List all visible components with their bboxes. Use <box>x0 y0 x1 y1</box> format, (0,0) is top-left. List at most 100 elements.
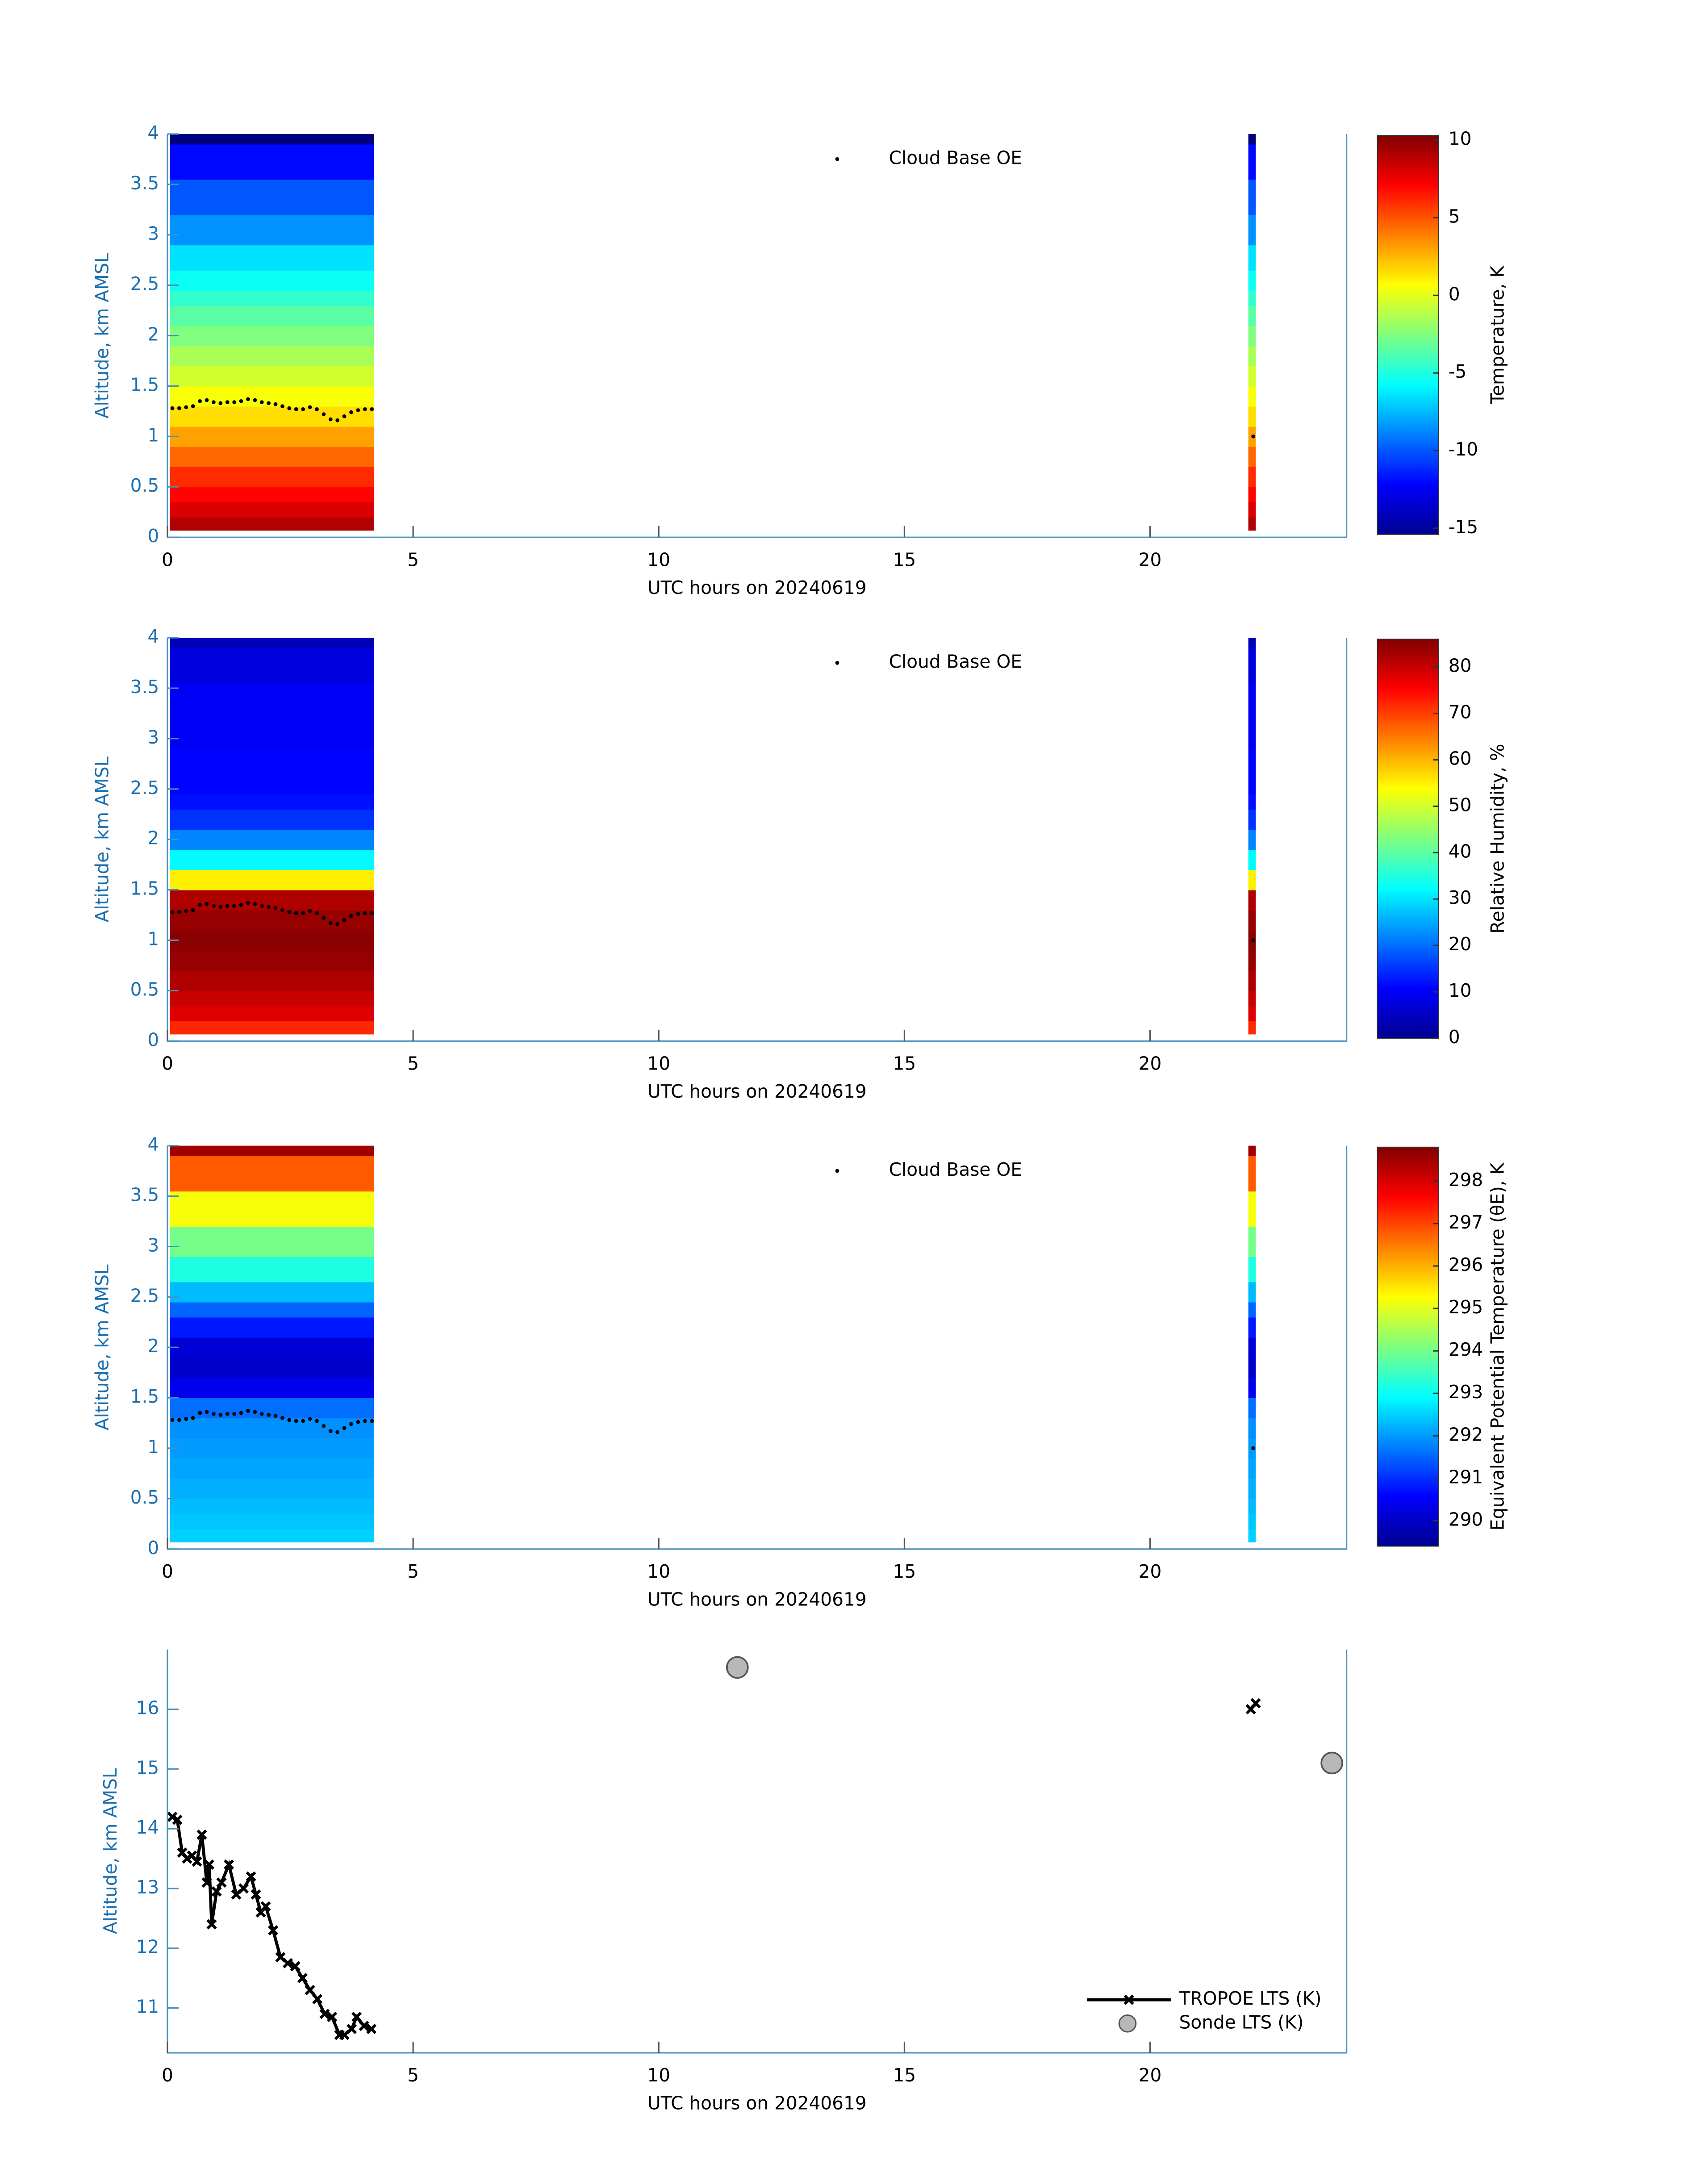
heat-cell <box>1248 1529 1256 1542</box>
colorbar-tick-label: 50 <box>1449 794 1472 815</box>
heat-cell <box>1248 849 1256 870</box>
cloud-base-point <box>184 1417 188 1421</box>
heat-cell <box>1248 1256 1256 1283</box>
x-marker <box>327 2012 338 2022</box>
cloud-base-point <box>225 904 230 908</box>
cloud-base-point <box>280 1416 284 1420</box>
cloud-base-point <box>267 401 271 405</box>
heat-cell <box>1248 794 1256 810</box>
y-tick-label: 3 <box>147 727 159 748</box>
x-marker <box>204 1859 215 1870</box>
cloud-base-point <box>246 901 250 905</box>
y-tick-label: 3.5 <box>130 1184 159 1206</box>
heat-cell <box>170 910 374 931</box>
y-tick-label: 15 <box>136 1757 159 1778</box>
cloud-base-point <box>342 1426 347 1430</box>
cloud-base-point <box>267 1413 271 1417</box>
heat-cell <box>1248 214 1256 246</box>
cloud-base-point <box>205 902 209 906</box>
heat-cell <box>170 1156 374 1192</box>
heat-cell <box>1248 683 1256 719</box>
colorbar-tick-label: 290 <box>1449 1508 1483 1530</box>
heat-cell <box>1248 245 1256 271</box>
cloud-base-point <box>356 408 360 413</box>
x-marker <box>312 1993 323 2005</box>
heat-cell <box>1248 487 1256 503</box>
cloud-base-point <box>253 902 257 906</box>
colorbar-tick-label: 0 <box>1449 283 1460 305</box>
y-tick-label: 4 <box>147 626 159 647</box>
cloud-base-point <box>287 1418 292 1422</box>
y-axis-label: Altitude, km AMSL <box>100 1768 121 1934</box>
heat-cell <box>170 1398 374 1419</box>
heat-cell <box>170 1302 374 1318</box>
cloud-base-point <box>184 405 188 409</box>
heat-cell <box>1248 1458 1256 1479</box>
heat-cell <box>1248 990 1256 1007</box>
colorbar <box>1377 639 1439 1039</box>
heat-cell <box>170 305 374 326</box>
cloud-base-point <box>232 1412 237 1416</box>
x-marker <box>366 2023 377 2034</box>
x-marker <box>260 1901 271 1912</box>
x-tick-label: 15 <box>893 2064 916 2086</box>
cloud-base-point <box>191 1416 195 1420</box>
cloud-base-point <box>335 1430 340 1434</box>
x-tick-label: 10 <box>647 2064 670 2086</box>
marker <box>1320 1751 1343 1775</box>
heat-cell <box>1248 1021 1256 1035</box>
heat-cell <box>1248 718 1256 749</box>
y-tick-label: 0.5 <box>130 978 159 1000</box>
colorbar-tick-label: -15 <box>1449 516 1478 538</box>
colorbar-tick-label: 0 <box>1449 1026 1460 1048</box>
colorbar-tick-label: 297 <box>1449 1212 1483 1233</box>
heat-cell <box>1248 890 1256 911</box>
y-tick-label: 1 <box>147 1436 159 1458</box>
y-tick-label: 2 <box>147 827 159 849</box>
heat-cell <box>1248 134 1256 145</box>
heat-cell <box>170 1529 374 1542</box>
y-axis-label: Altitude, km AMSL <box>91 252 113 418</box>
heat-cell <box>170 950 374 971</box>
cloud-base-point <box>315 911 319 915</box>
x-marker <box>305 1985 315 1995</box>
y-tick-label: 3.5 <box>130 172 159 194</box>
cloud-base-point <box>225 1412 230 1416</box>
x-tick-label: 15 <box>893 1561 916 1582</box>
heat-cell <box>170 290 374 306</box>
legend-marker <box>835 661 839 665</box>
x-marker <box>282 1958 293 1968</box>
x-marker <box>201 1877 212 1888</box>
cloud-base-point <box>191 908 195 912</box>
cloud-base-point <box>205 1410 209 1414</box>
cloud-base-point <box>1251 434 1255 439</box>
cloud-base-point <box>287 406 292 410</box>
heat-cell <box>1248 950 1256 971</box>
heat-cell <box>1248 305 1256 326</box>
legend-label: Cloud Base OE <box>889 651 1022 672</box>
cloud-base-point <box>349 914 353 918</box>
x-marker <box>211 1886 222 1897</box>
heat-cell <box>170 245 374 271</box>
heat-cell <box>1248 638 1256 648</box>
heat-cell <box>1248 502 1256 518</box>
colorbar-tick-label: 5 <box>1449 205 1460 227</box>
cloud-base-point <box>177 910 181 914</box>
y-axis-label: Altitude, km AMSL <box>91 1264 113 1430</box>
x-marker <box>223 1859 234 1870</box>
y-tick-label: 2 <box>147 1335 159 1357</box>
heat-cell <box>1248 1006 1256 1022</box>
cloud-base-point <box>322 412 326 417</box>
marker <box>726 1656 749 1679</box>
heat-cell <box>1248 1282 1256 1303</box>
heat-cell <box>170 179 374 215</box>
heat-cell <box>170 346 374 367</box>
cloud-base-point <box>218 905 223 909</box>
cloud-base-point <box>342 414 347 418</box>
colorbar-label: Temperature, K <box>1487 265 1508 405</box>
y-tick-label: 1.5 <box>130 1386 159 1407</box>
cloud-base-point <box>356 912 360 916</box>
y-tick-label: 0 <box>147 1029 159 1050</box>
line <box>171 1702 1257 2037</box>
x-tick-label: 5 <box>407 2064 419 2086</box>
